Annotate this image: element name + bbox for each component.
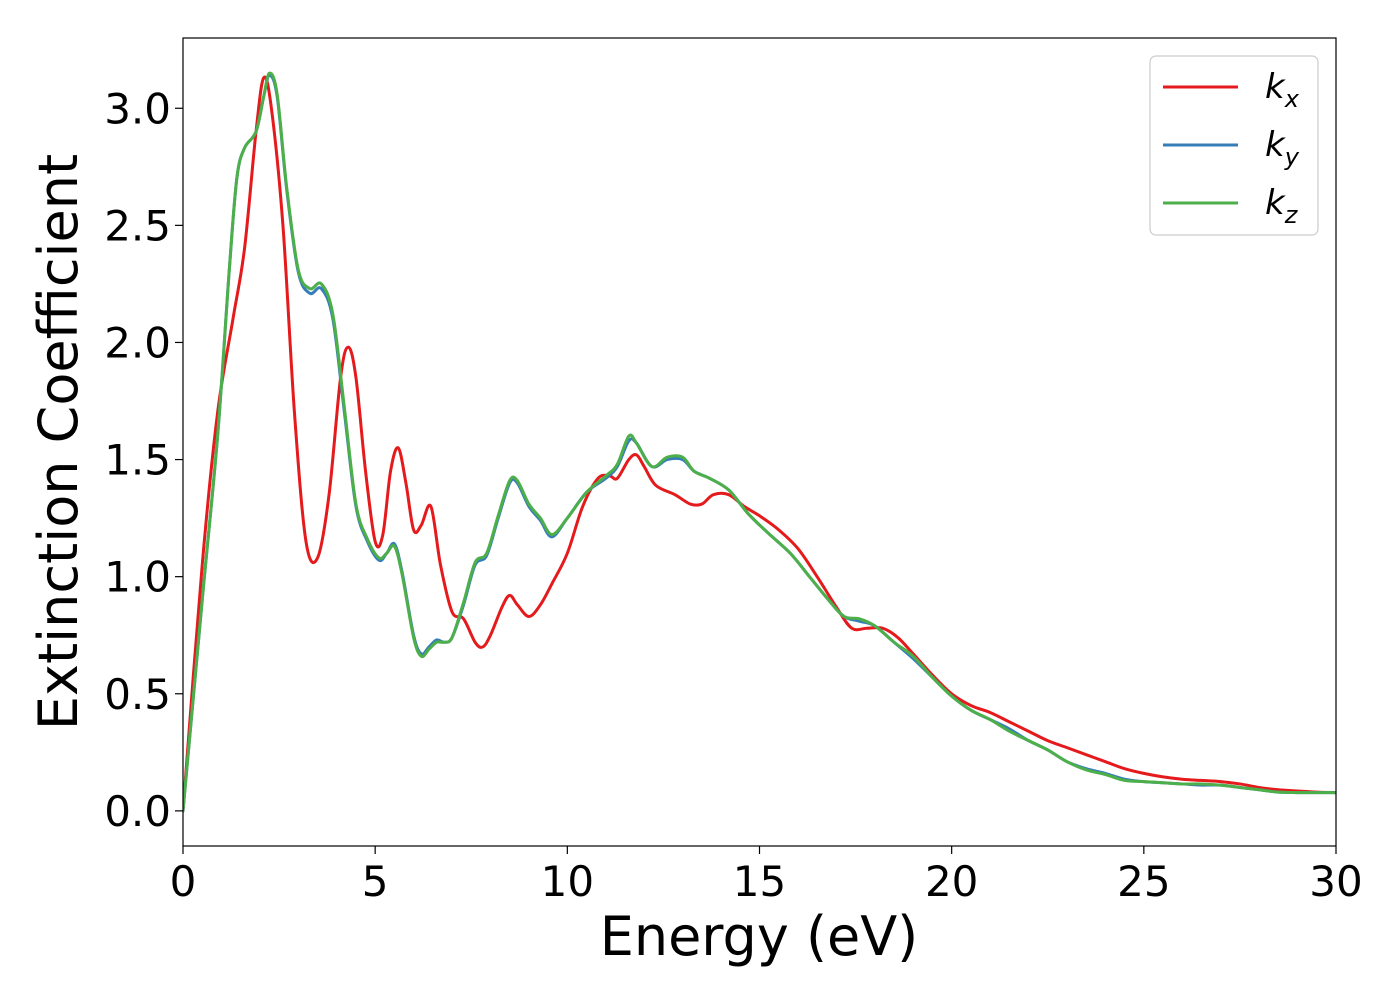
x-axis-ticks: 0 5 10 15 20 25 30 xyxy=(170,846,1363,906)
legend-label-k-z: kz xyxy=(1265,183,1299,229)
legend-label-main: k xyxy=(1265,67,1286,107)
y-axis-label: Extinction Coefficient xyxy=(27,154,90,730)
x-axis-label: Energy (eV) xyxy=(600,905,919,968)
x-tick-label: 25 xyxy=(1117,857,1170,906)
series-line-k-z xyxy=(183,71,1336,813)
x-tick-label: 10 xyxy=(541,857,594,906)
x-tick-label: 20 xyxy=(925,857,978,906)
y-tick-label: 1.5 xyxy=(104,436,171,485)
legend-label-main: k xyxy=(1265,183,1286,223)
y-tick-label: 2.0 xyxy=(104,318,171,367)
legend-label-subscript: x xyxy=(1284,85,1300,113)
x-tick-label: 30 xyxy=(1309,857,1362,906)
y-tick-label: 1.0 xyxy=(104,553,171,602)
y-tick-label: 3.0 xyxy=(104,84,171,133)
legend-label-main: k xyxy=(1265,125,1286,165)
y-axis-ticks: 0.0 0.5 1.0 1.5 2.0 2.5 3.0 xyxy=(104,84,183,836)
legend-label-k-y: ky xyxy=(1265,125,1300,171)
legend-label-subscript: z xyxy=(1284,201,1299,229)
series-layer xyxy=(183,71,1336,813)
y-tick-label: 2.5 xyxy=(104,201,171,250)
x-tick-label: 5 xyxy=(362,857,389,906)
plot-background xyxy=(183,38,1336,846)
legend-label-subscript: y xyxy=(1284,143,1300,171)
y-tick-label: 0.5 xyxy=(104,670,171,719)
x-tick-label: 15 xyxy=(733,857,786,906)
y-tick-label: 0.0 xyxy=(104,787,171,836)
legend-label-k-x: kx xyxy=(1265,67,1300,113)
x-tick-label: 0 xyxy=(170,857,197,906)
